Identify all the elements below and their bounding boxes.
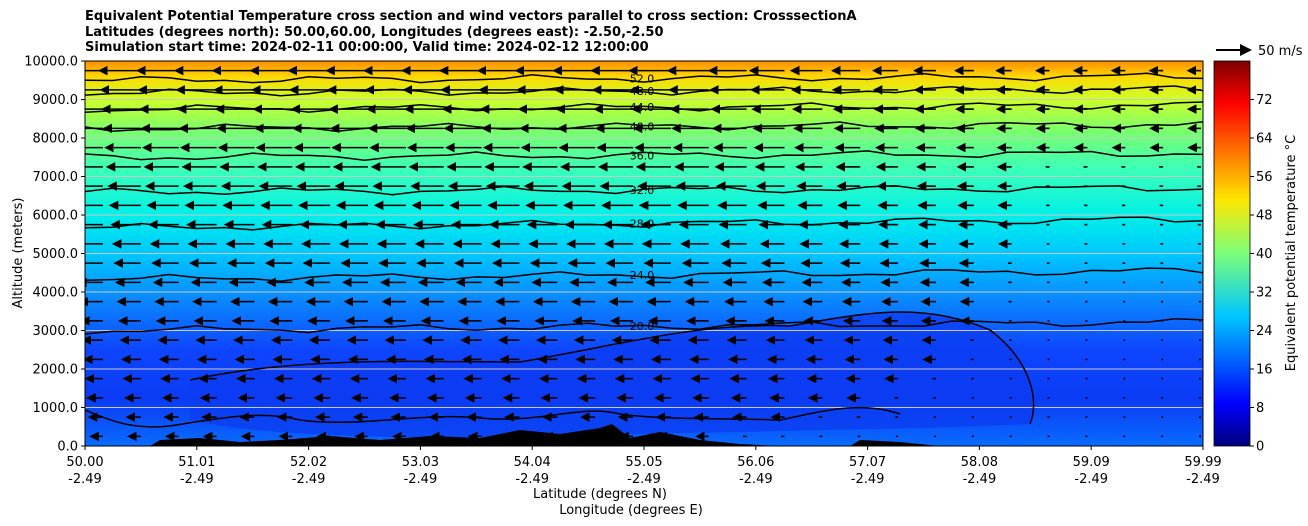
contour-line: [85, 150, 1203, 161]
y-tick-label: 2000.0: [33, 363, 79, 378]
y-tick-label: 5000.0: [33, 247, 79, 262]
x-tick-label-lat: 54.04: [514, 455, 551, 470]
x-tick-label-lat: 57.07: [849, 455, 886, 470]
x-tick-label-lon: -2.49: [404, 472, 438, 487]
y-tick-label: 1000.0: [33, 401, 79, 416]
colorbar-tick-label: 8: [1256, 401, 1264, 416]
contour-label: 52.0: [630, 72, 655, 85]
x-tick-label-lat: 58.08: [961, 455, 998, 470]
chart-title: Equivalent Potential Temperature cross s…: [85, 9, 857, 56]
colorbar-tick-label: 48: [1256, 209, 1273, 224]
colorbar-tick-label: 0: [1256, 440, 1264, 455]
contour-line: [85, 120, 1203, 133]
contour-label: 24.0: [630, 269, 655, 282]
x-tick-label-lat: 59.09: [1073, 455, 1110, 470]
colorbar-tick-label: 16: [1256, 363, 1273, 378]
colorbar-ticks: 0 8 16 24 32 40 48 56 64 72: [1250, 93, 1273, 455]
x-tick-label-lon: -2.49: [739, 472, 773, 487]
x-tick-label-lat: 50.00: [66, 455, 103, 470]
x-tick-label-lon: -2.49: [1074, 472, 1108, 487]
x-tick-label-lon: -2.49: [68, 472, 102, 487]
x-tick-label-lat: 52.02: [290, 455, 327, 470]
x-tick-label-lat: 51.01: [178, 455, 215, 470]
colorbar: [1213, 60, 1251, 447]
contour-line: [85, 72, 1203, 84]
colorbar-tick-label: 64: [1256, 132, 1273, 147]
x-tick-label-lon: -2.49: [515, 472, 549, 487]
wind-reference: 50 m/s: [1216, 44, 1303, 59]
cold-pool-region: [190, 312, 1034, 438]
contour-line: [189, 311, 1035, 425]
x-axis-label-2: Longitude (degrees E): [559, 503, 703, 518]
contour-label: 48.0: [630, 85, 655, 98]
wind-reference-label: 50 m/s: [1258, 44, 1303, 59]
colorbar-tick-label: 56: [1256, 170, 1273, 185]
x-axis: 50.00 -2.49 51.01 -2.49 52.02 -2.49 53.03 -2.49…: [66, 446, 1222, 487]
contour-label: 36.0: [630, 149, 655, 162]
contour-label: 20.0: [630, 320, 655, 333]
x-tick-label-lon: -2.49: [292, 472, 326, 487]
contour-label: 40.0: [630, 120, 655, 133]
y-tick-label: 9000.0: [33, 93, 79, 108]
x-tick-label-lon: -2.49: [851, 472, 885, 487]
title-line-2: Latitudes (degrees north): 50.00,60.00, …: [85, 24, 664, 40]
x-tick-label-lon: -2.49: [963, 472, 997, 487]
colorbar-tick-label: 40: [1256, 247, 1273, 262]
plot-area: 20.024.028.032.036.040.044.048.052.0: [85, 61, 1203, 446]
colorbar-tick-label: 72: [1256, 93, 1273, 108]
x-tick-label-lon: -2.49: [627, 472, 661, 487]
title-line-3: Simulation start time: 2024-02-11 00:00:…: [85, 40, 649, 55]
y-tick-label: 10000.0: [24, 55, 78, 70]
contour-line: [85, 318, 1203, 335]
y-axis-label: Altitude (meters): [11, 198, 26, 309]
x-tick-label-lat: 53.03: [402, 455, 439, 470]
x-tick-label-lon: -2.49: [180, 472, 214, 487]
colorbar-label: Equivalent potential temperature °C: [1284, 135, 1299, 371]
colorbar-tick-label: 24: [1256, 324, 1273, 339]
horizontal-grid: [85, 99, 1203, 408]
y-tick-label: 3000.0: [33, 324, 79, 339]
x-tick-label-lat: 55.05: [625, 455, 662, 470]
x-tick-label-lon: -2.49: [1186, 472, 1220, 487]
colorbar-tick-label: 32: [1256, 286, 1273, 301]
y-tick-label: 7000.0: [33, 170, 79, 185]
x-tick-label-lat: 56.06: [737, 455, 774, 470]
contour-line: [85, 85, 1203, 97]
wind-vectors: [85, 65, 1201, 442]
x-axis-label: Latitude (degrees N): [533, 487, 667, 502]
x-tick-label-lat: 59.99: [1184, 455, 1221, 470]
y-axis: 0.0 1000.0 2000.0 3000.0 4000.0 5000.0 6000.0 7…: [24, 55, 85, 455]
contour-label: 44.0: [630, 101, 655, 114]
y-tick-label: 6000.0: [33, 209, 79, 224]
y-tick-label: 8000.0: [33, 132, 79, 147]
y-tick-label: 4000.0: [33, 286, 79, 301]
y-tick-label: 0.0: [57, 440, 78, 455]
title-line-1: Equivalent Potential Temperature cross s…: [85, 9, 857, 24]
